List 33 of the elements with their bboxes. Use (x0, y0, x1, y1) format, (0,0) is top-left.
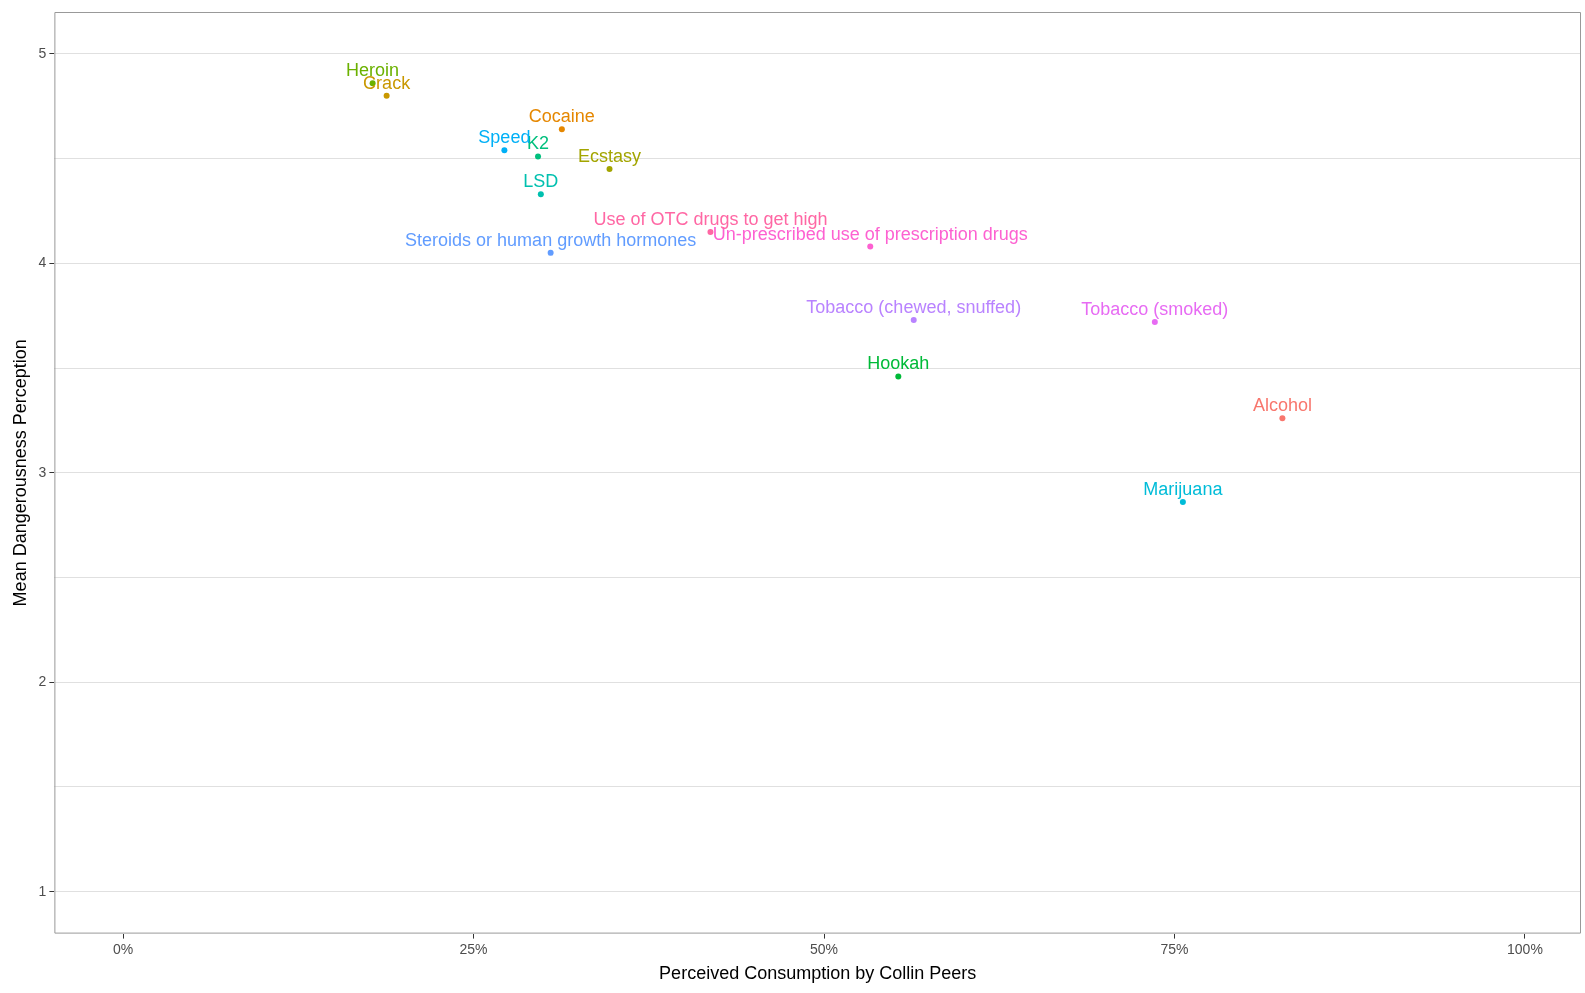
y-tick-label: 2 (38, 673, 47, 690)
series-label: Cocaine (528, 106, 595, 127)
series-label: Ecstasy (578, 146, 642, 167)
x-tick-label: 100% (1507, 940, 1543, 957)
y-tick-label: 1 (38, 882, 47, 899)
point (867, 243, 874, 250)
y-tick-label: 4 (38, 254, 47, 271)
y-tick-label: 3 (38, 463, 47, 480)
x-axis-title: Perceived Consumption by Collin Peers (659, 963, 977, 984)
point (558, 126, 565, 133)
point (1279, 415, 1286, 422)
y-tick-label: 5 (38, 44, 47, 61)
point (1151, 318, 1158, 325)
point (895, 373, 902, 380)
point (501, 147, 508, 154)
series-label: Alcohol (1252, 395, 1312, 416)
series-label: Marijuana (1143, 479, 1224, 500)
point (1179, 499, 1186, 506)
series-label: Steroids or human growth hormones (405, 229, 697, 250)
x-tick-label: 50% (809, 940, 839, 957)
point (606, 166, 613, 173)
x-tick-label: 25% (459, 940, 488, 957)
series-label: LSD (523, 171, 559, 192)
series-label: Hookah (867, 353, 930, 374)
point (537, 191, 544, 198)
point (547, 249, 554, 256)
point (383, 92, 390, 99)
y-axis-title: Mean Dangerousness Perception (9, 339, 30, 607)
series-label: Tobacco (smoked) (1081, 298, 1229, 319)
x-tick-label: 0% (112, 940, 134, 957)
point (535, 153, 542, 160)
series-label: Tobacco (chewed, snuffed) (806, 296, 1022, 317)
x-tick-label: 75% (1160, 940, 1189, 957)
